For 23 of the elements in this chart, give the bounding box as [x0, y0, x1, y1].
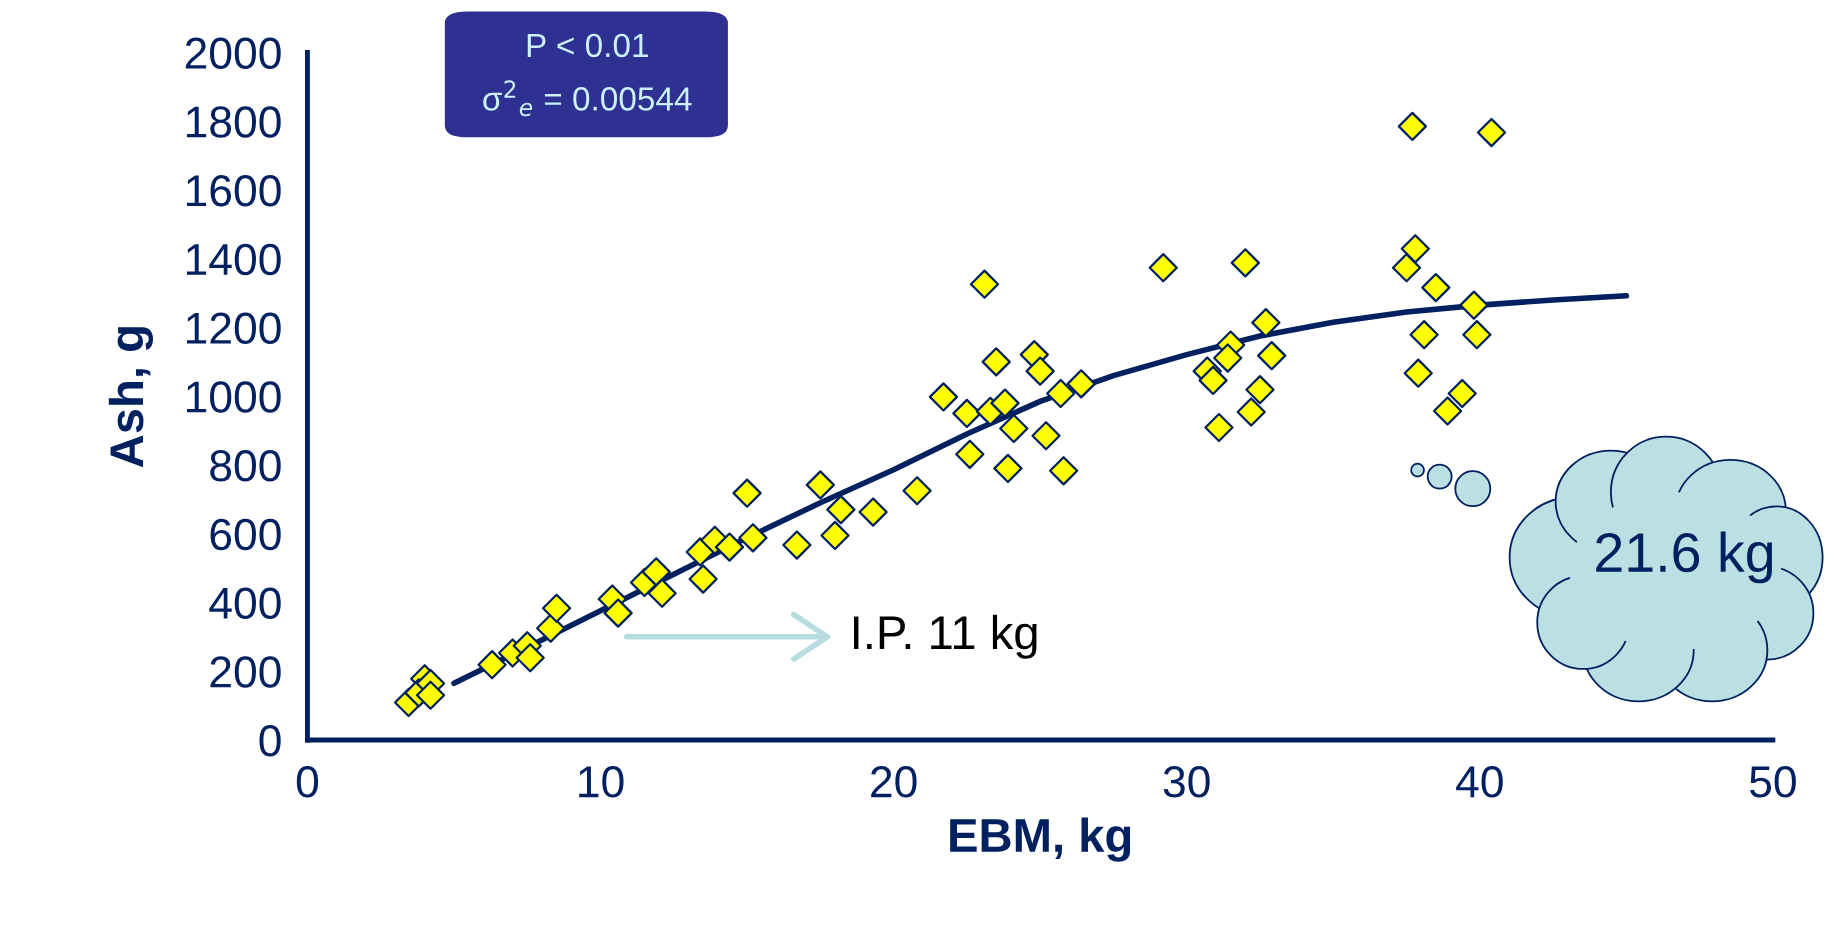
- annotation: I.P. 11 kg: [854, 614, 1037, 659]
- y-tick-label: 200: [210, 656, 281, 688]
- y-tick-label: 1000: [186, 381, 281, 413]
- x-tick-label: 10: [579, 766, 624, 798]
- x-tick-label: 40: [1456, 766, 1503, 798]
- y-tick-label: 0: [259, 725, 281, 757]
- y-tick-label: 1800: [186, 106, 281, 138]
- x-axis-title: EBM, kg: [950, 817, 1131, 862]
- x-tick-label: 20: [871, 766, 917, 798]
- y-tick-label: 1200: [186, 312, 281, 345]
- x-tick-label: 50: [1749, 766, 1796, 798]
- annotation: 21.6 kg: [1596, 531, 1773, 584]
- y-tick-label: 2000: [185, 37, 281, 70]
- annotation: σ$^{2}$$_{e}$ = 0.00544: [483, 80, 692, 117]
- y-tick-label: 400: [209, 587, 281, 619]
- y-tick-label: 800: [210, 450, 281, 482]
- x-tick-label: 0: [296, 766, 319, 798]
- y-tick-label: 1600: [186, 175, 281, 207]
- y-axis-title: Ash, g: [108, 327, 154, 468]
- y-tick-label: 600: [210, 518, 281, 551]
- y-tick-label: 1400: [186, 243, 281, 276]
- x-tick-label: 30: [1163, 766, 1210, 798]
- annotation: P < 0.01: [527, 33, 648, 58]
